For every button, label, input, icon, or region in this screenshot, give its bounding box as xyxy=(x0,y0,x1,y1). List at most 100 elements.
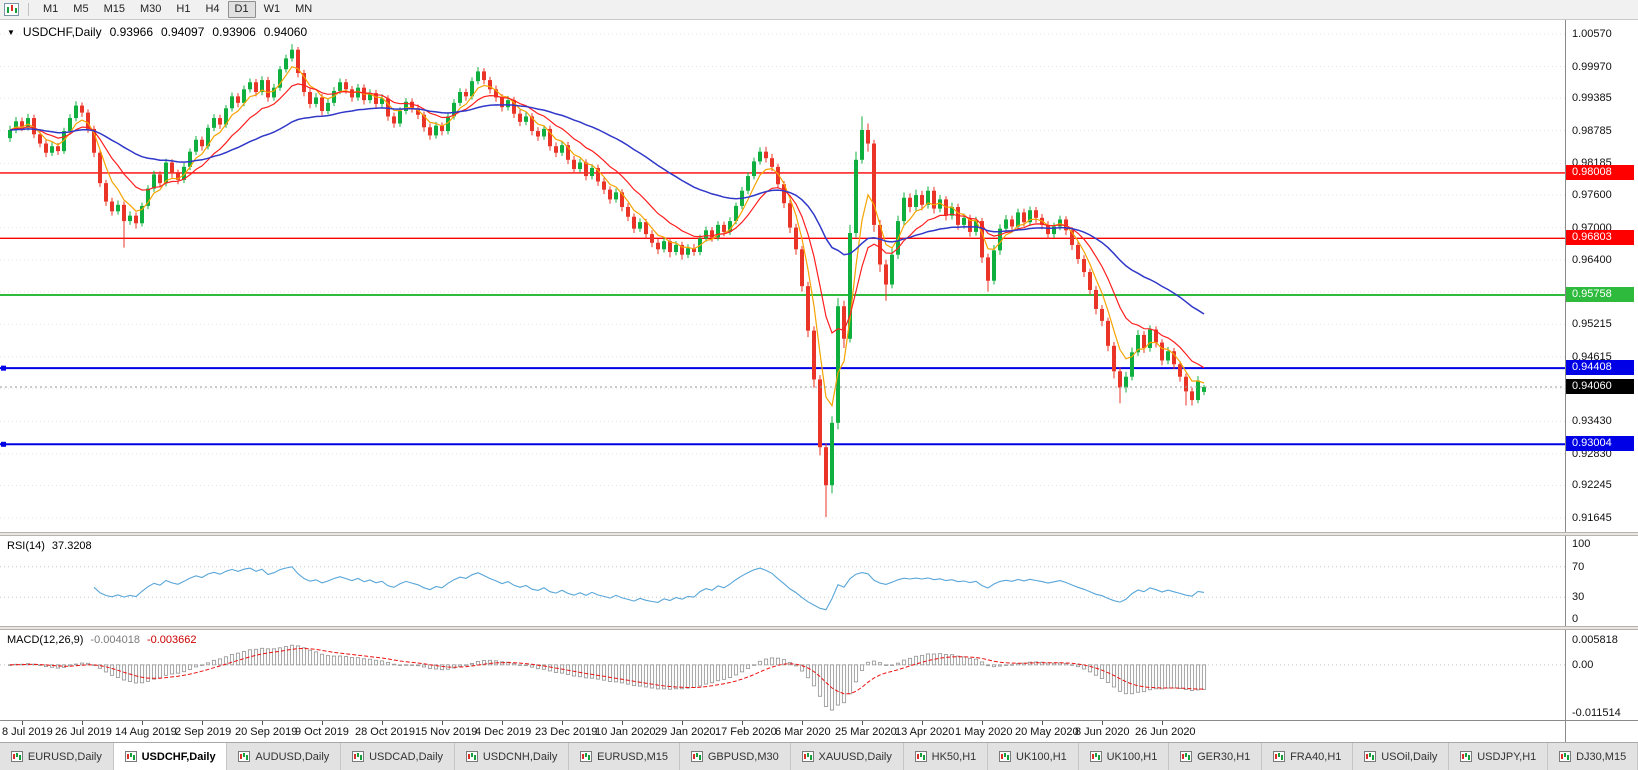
macd-bar xyxy=(847,664,853,695)
chart-tab-fra40-h1[interactable]: FRA40,H1 xyxy=(1262,743,1354,770)
tab-label: EURUSD,M15 xyxy=(597,750,669,763)
candle-body xyxy=(278,69,282,88)
price-axis-tick: 0.91645 xyxy=(1572,511,1612,524)
chart-tab-uk100-h1[interactable]: UK100,H1 xyxy=(1078,743,1170,770)
candle-body xyxy=(986,257,990,281)
candle-body xyxy=(428,127,432,136)
macd-bar xyxy=(1189,664,1195,691)
candle-body xyxy=(662,241,666,250)
timeframe-button-h4[interactable]: H4 xyxy=(205,3,220,15)
macd-bar xyxy=(841,664,847,704)
timeframe-button-m5[interactable]: M5 xyxy=(73,3,89,15)
candle-body xyxy=(74,105,78,119)
time-axis-tick xyxy=(1042,721,1043,725)
chart-tab-hk50-h1[interactable]: HK50,H1 xyxy=(903,743,989,770)
chart-tab-eurusd-daily[interactable]: EURUSD,Daily xyxy=(0,743,114,770)
chart-tab-xauusd-daily[interactable]: XAUUSD,Daily xyxy=(790,743,904,770)
chart-window-icon[interactable] xyxy=(4,3,19,16)
candle-body xyxy=(704,230,708,239)
chart-tab-ger30-h1[interactable]: GER30,H1 xyxy=(1169,743,1263,770)
timeframe-button-m15[interactable]: M15 xyxy=(103,3,125,15)
macd-bar xyxy=(703,664,709,685)
chart-tab-usdchf-daily[interactable]: USDCHF,Daily xyxy=(113,743,228,770)
time-axis: 8 Jul 2019 26 Jul 2019 14 Aug 2019 2 Sep 20… xyxy=(0,720,1638,742)
date-axis-label: 10 Jan 2020 xyxy=(595,726,656,738)
chart-tab-usdjpy-h1[interactable]: USDJPY,H1 xyxy=(1449,743,1549,770)
candle-body xyxy=(512,100,516,114)
macd-bar xyxy=(1063,662,1069,666)
macd-bar xyxy=(769,657,775,666)
candle-body xyxy=(440,125,444,132)
candle-body xyxy=(80,105,84,113)
macd-bar xyxy=(1045,662,1051,666)
chart-tab-eurusd-m15[interactable]: EURUSD,M15 xyxy=(569,743,680,770)
macd-bar xyxy=(367,658,373,666)
time-axis-tick xyxy=(1162,721,1163,725)
tab-label: USOil,Daily xyxy=(1381,750,1438,763)
line-handle[interactable] xyxy=(1,441,6,447)
macd-bar xyxy=(781,659,787,666)
tab-chart-icon xyxy=(1180,751,1193,762)
chart-tab-audusd-daily[interactable]: AUDUSD,Daily xyxy=(227,743,342,770)
candle-body xyxy=(668,241,672,252)
collapse-arrow-icon[interactable]: ▼ xyxy=(7,27,15,37)
macd-bar xyxy=(337,655,343,666)
macd-bar xyxy=(775,657,781,666)
candle-body xyxy=(848,233,852,339)
timeframe-button-m1[interactable]: M1 xyxy=(43,3,59,15)
panel-splitter[interactable] xyxy=(0,532,1638,536)
macd-bar xyxy=(547,664,553,672)
macd-bar xyxy=(1195,664,1201,691)
current-price-badge: 0.94060 xyxy=(1566,379,1634,395)
rsi-canvas[interactable] xyxy=(0,536,1565,626)
line-handle[interactable] xyxy=(1,365,6,371)
macd-bar xyxy=(175,664,181,674)
tab-chart-icon xyxy=(914,751,927,762)
price-chart-canvas[interactable] xyxy=(0,20,1565,532)
chart-tab-usdcad-daily[interactable]: USDCAD,Daily xyxy=(341,743,455,770)
candle-body xyxy=(860,129,864,160)
candle-body xyxy=(788,203,792,228)
candle-body xyxy=(518,113,522,122)
timeframe-button-m30[interactable]: M30 xyxy=(139,3,162,15)
macd-bar xyxy=(997,664,1003,667)
macd-canvas[interactable] xyxy=(0,630,1565,720)
timeframe-button-h1[interactable]: H1 xyxy=(176,3,191,15)
panel-splitter[interactable] xyxy=(0,626,1638,630)
tab-label: AUDUSD,Daily xyxy=(255,750,330,763)
candle-body xyxy=(236,96,240,103)
macd-bar xyxy=(265,648,271,666)
macd-bar xyxy=(1075,664,1081,668)
timeframe-button-d1[interactable]: D1 xyxy=(227,1,256,18)
timeframe-button-mn[interactable]: MN xyxy=(295,3,313,15)
candle-body xyxy=(86,112,90,129)
timeframe-button-w1[interactable]: W1 xyxy=(263,3,281,15)
candle-body xyxy=(182,166,186,180)
macd-bar xyxy=(403,664,409,666)
macd-bar xyxy=(643,664,649,688)
candle-body xyxy=(248,82,252,90)
candle-body xyxy=(110,201,114,212)
macd-bar xyxy=(745,664,751,669)
macd-bar xyxy=(655,664,661,690)
date-axis-label: 17 Feb 2020 xyxy=(715,726,777,738)
date-axis-label: 4 Dec 2019 xyxy=(475,726,532,738)
chart-tab-gbpusd-m30[interactable]: GBPUSD,M30 xyxy=(679,743,791,770)
price-level-badge: 0.93004 xyxy=(1566,436,1634,452)
macd-bar xyxy=(793,664,799,667)
tab-chart-icon xyxy=(238,751,251,762)
chart-tab-uk100-h1[interactable]: UK100,H1 xyxy=(988,743,1079,770)
chart-tab-usdcnh-daily[interactable]: USDCNH,Daily xyxy=(454,743,570,770)
candle-body xyxy=(554,146,558,153)
date-axis-label: 26 Jun 2020 xyxy=(1135,726,1196,738)
macd-bar xyxy=(613,664,619,683)
macd-bar xyxy=(1051,662,1057,666)
macd-bar xyxy=(1165,664,1171,689)
tab-label: UK100,H1 xyxy=(1106,750,1158,763)
macd-bar xyxy=(1093,664,1099,676)
time-axis-tick xyxy=(22,721,23,725)
chart-tab-dj30-m15[interactable]: DJ30,M15 xyxy=(1548,743,1638,770)
chart-tab-usoil-daily[interactable]: USOil,Daily xyxy=(1353,743,1450,770)
macd-bar xyxy=(679,664,685,690)
